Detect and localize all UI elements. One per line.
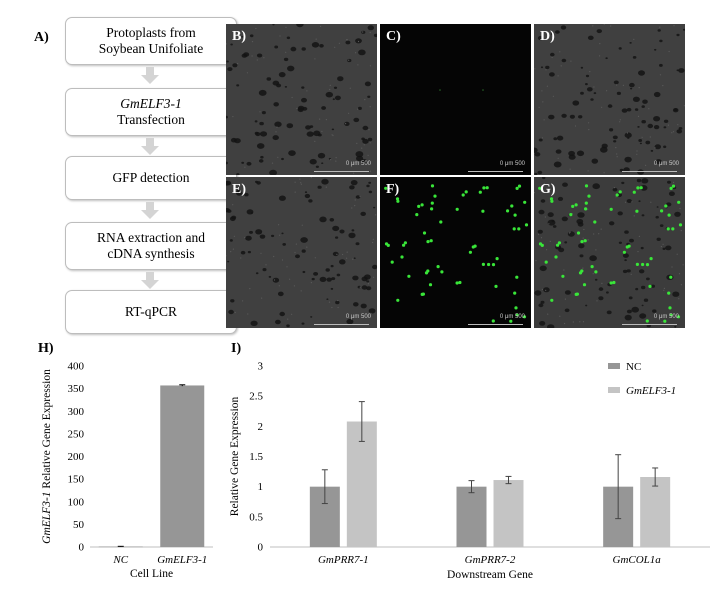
panel-a-label: A) (34, 30, 49, 45)
flow-step-1: Protoplasts from Soybean Unifoliate (65, 17, 237, 65)
flow-step-3: GFP detection (65, 156, 237, 200)
flow-step-line1: RNA extraction and (97, 230, 205, 245)
y-tick-label: 1.5 (249, 451, 263, 463)
micrograph-texture (439, 89, 484, 91)
micrograph-texture (534, 177, 684, 328)
flow-step-line1: GFP detection (112, 170, 190, 185)
bar-GmELF3-1-GmPRR7-1 (346, 421, 377, 547)
micrograph-texture (226, 24, 377, 175)
flow-step-2: GmELF3-1 Transfection (65, 88, 237, 136)
y-tick-label: 400 (68, 361, 85, 373)
chart-i: 0 0.5 1 1.5 2 2.5 3 GmPRR7-1 GmPRR7-2 GmCOL1a Down… (229, 361, 710, 581)
y-tick-label: 300 (68, 406, 85, 418)
legend-label-NC: NC (626, 361, 641, 373)
micrograph-label: G) (540, 182, 556, 197)
x-tick-label: NC (112, 554, 128, 566)
flow-step-line2: Soybean Unifoliate (98, 41, 204, 56)
y-tick-label: 2.5 (249, 391, 263, 403)
flow-step-4: RNA extraction and cDNA synthesis (65, 222, 237, 270)
micrograph-c: C) 0 μm 500 (380, 24, 531, 175)
scale-bar-label: 0 μm 500 (499, 314, 525, 320)
y-axis-title: GmELF3-1 Relative Gene Expression (41, 369, 53, 544)
flow-step-line1: RT-qPCR (125, 304, 177, 319)
x-axis-title: Downstream Gene (447, 569, 533, 581)
down-arrow-icon (141, 202, 159, 219)
micrograph-label: C) (386, 29, 401, 44)
x-tick-label: GmCOL1a (613, 554, 662, 566)
micrograph-g: G) 0 μm 500 (534, 177, 685, 328)
down-arrow-icon (141, 138, 159, 155)
scale-bar-label: 0 μm 500 (653, 161, 679, 167)
scale-bar-line (468, 324, 523, 325)
scale-bar-label: 0 μm 500 (345, 161, 371, 167)
x-tick-label: GmPRR7-1 (318, 554, 369, 566)
legend-swatch-GmELF3-1 (608, 387, 620, 393)
chart-h: 0 50 100 150 200 250 300 350 400 NC GmELF3-1 Cell L… (41, 361, 213, 580)
y-axis-title: Relative Gene Expression (229, 397, 241, 517)
micrograph-label: B) (232, 29, 246, 44)
x-tick-label: GmPRR7-2 (465, 554, 516, 566)
micrograph-texture (384, 184, 529, 323)
bar-GmELF3-1-GmPRR7-2 (493, 480, 524, 547)
scale-bar-line (314, 171, 369, 172)
x-tick-label: GmELF3-1 (157, 554, 207, 566)
y-tick-label: 350 (68, 383, 85, 395)
bar-GmELF3-1-GmCOL1a (640, 477, 671, 547)
micrograph-label: E) (232, 182, 246, 197)
y-tick-label: 200 (68, 451, 85, 463)
y-axis-title-rest: Relative Gene Expression (41, 369, 53, 492)
scale-bar-label: 0 μm 500 (345, 314, 371, 320)
bar-NC (98, 546, 143, 548)
bar-NC-GmPRR7-2 (456, 486, 487, 547)
legend-swatch-NC (608, 363, 620, 369)
flow-step-line1: GmELF3-1 (120, 96, 182, 111)
micrograph-texture (534, 24, 685, 175)
micrograph-texture (226, 177, 377, 328)
panel-h-label: H) (38, 341, 54, 356)
down-arrow-icon (141, 272, 159, 289)
y-tick-label: 250 (68, 428, 85, 440)
y-tick-label: 2 (258, 421, 264, 433)
flow-step-line1: Protoplasts from (106, 25, 196, 40)
y-tick-label: 0 (79, 542, 85, 554)
scale-bar-line (622, 171, 677, 172)
flow-step-line2: cDNA synthesis (107, 246, 195, 261)
y-tick-label: 100 (68, 496, 85, 508)
scale-bar-line (468, 171, 523, 172)
scale-bar-line (622, 324, 677, 325)
y-tick-label: 150 (68, 474, 85, 486)
legend-label-GmELF3-1: GmELF3-1 (626, 385, 676, 397)
micrograph-label: F) (386, 182, 400, 197)
down-arrow-icon (141, 67, 159, 84)
micrograph-d: D) 0 μm 500 (534, 24, 685, 175)
bar-GmELF3-1 (160, 385, 205, 547)
micrograph-e: E) 0 μm 500 (226, 177, 377, 328)
panel-i-label: I) (231, 341, 242, 356)
scale-bar-label: 0 μm 500 (653, 314, 679, 320)
micrograph-f: F) 0 μm 500 (380, 177, 531, 328)
y-axis-title-italic: GmELF3-1 (41, 491, 53, 543)
x-axis-title: Cell Line (130, 568, 173, 580)
scale-bar-label: 0 μm 500 (499, 161, 525, 167)
y-tick-label: 50 (73, 519, 85, 531)
micrograph-label: D) (540, 29, 555, 44)
y-tick-label: 1 (258, 481, 264, 493)
y-tick-label: 0 (258, 542, 264, 554)
flow-step-5: RT-qPCR (65, 290, 237, 334)
y-tick-label: 3 (258, 361, 264, 373)
scale-bar-line (314, 324, 369, 325)
flow-step-line2: Transfection (117, 112, 185, 127)
micrograph-b: B) 0 μm 500 (226, 24, 377, 175)
y-tick-label: 0.5 (249, 511, 263, 523)
